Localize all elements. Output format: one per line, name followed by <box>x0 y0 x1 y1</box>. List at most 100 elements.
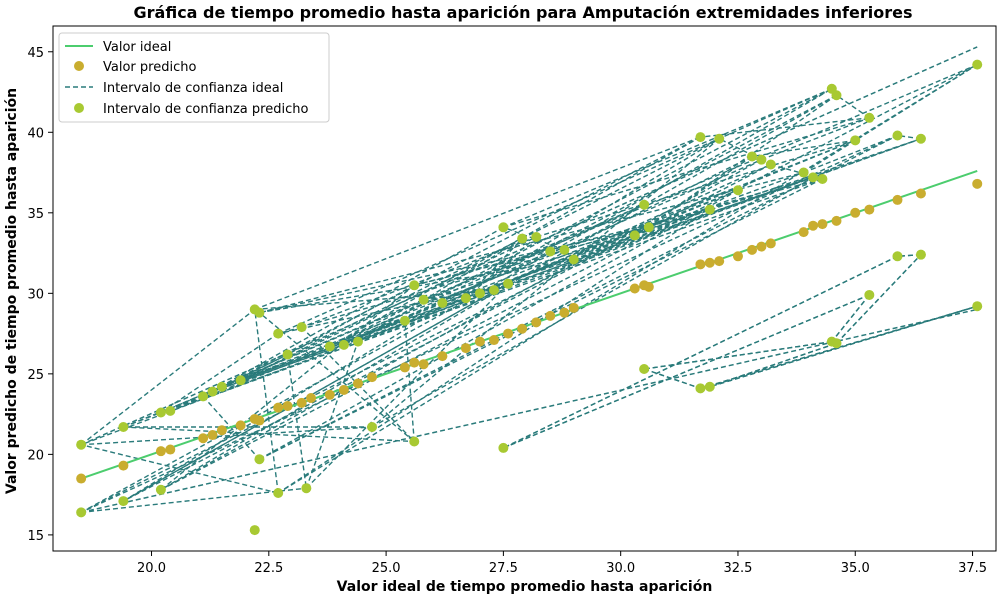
ci-upper-segment <box>80 289 495 446</box>
y-axis-ticks: 15 20 25 30 35 40 45 <box>27 46 53 544</box>
ci-predicted-point <box>155 484 166 495</box>
ideal-line-group <box>80 169 978 480</box>
ci-predicted-point <box>296 322 307 333</box>
ci-upper-segment <box>423 208 711 301</box>
predicted-point <box>798 227 809 238</box>
ci-upper-segment <box>442 258 574 304</box>
ci-predicted-point <box>695 383 706 394</box>
ci-upper-segment <box>80 308 256 446</box>
ci-predicted-point <box>798 167 809 178</box>
predicted-point <box>732 251 743 262</box>
ci-upper-segment <box>160 284 415 491</box>
ci-predicted-point <box>892 130 903 141</box>
ci-predicted-point <box>498 222 509 233</box>
ci-upper-segment <box>277 88 833 335</box>
predicted-point <box>503 328 514 339</box>
ci-upper-segment <box>343 250 551 346</box>
predicted-point <box>418 359 429 370</box>
ci-upper-edge <box>80 46 978 446</box>
ci-upper-segment <box>503 88 833 228</box>
ci-predicted-point <box>704 204 715 215</box>
predicted-point <box>831 215 842 226</box>
ci-lower-segment <box>709 305 978 388</box>
predicted-point <box>254 415 265 426</box>
ci-predicted-point <box>629 230 640 241</box>
predicted-point <box>165 444 176 455</box>
ci-predicted-point <box>732 185 743 196</box>
predicted-point <box>367 372 378 383</box>
ci-predicted-point <box>831 338 842 349</box>
ci-upper-segment <box>634 94 837 236</box>
predicted-point <box>629 283 640 294</box>
ci-predicted-point <box>489 285 500 296</box>
ci-predicted-point <box>559 244 570 255</box>
ci-lower-segment <box>709 342 837 388</box>
ci-predicted-point <box>545 246 556 257</box>
predicted-point <box>409 357 420 368</box>
ci-upper-segment <box>301 176 814 328</box>
legend-box <box>58 32 330 123</box>
ci-predicted-point <box>118 496 129 507</box>
y-tick-label: 20 <box>27 448 44 463</box>
ci-upper-segment <box>751 139 856 158</box>
x-tick-label: 35.0 <box>841 561 870 576</box>
predicted-point <box>399 362 410 373</box>
predicted-point <box>817 219 828 230</box>
ci-predicted-point <box>972 301 983 312</box>
ci-predicted-point <box>273 328 284 339</box>
ci-upper-segment <box>414 250 551 286</box>
ci-upper-segment <box>80 134 898 513</box>
legend-label: Valor predicho <box>103 60 196 75</box>
ci-upper-segment <box>643 94 837 206</box>
ci-predicted-point <box>249 525 260 536</box>
ci-predicted-point <box>409 280 420 291</box>
ci-upper-segment <box>202 226 504 398</box>
ci-predicted-point <box>409 436 420 447</box>
ci-upper-segment <box>278 282 509 335</box>
ci-predicted-point <box>915 249 926 260</box>
predicted-point <box>765 238 776 249</box>
ci-upper-segment <box>240 237 523 381</box>
y-tick-label: 40 <box>27 126 44 141</box>
y-tick-label: 30 <box>27 287 44 302</box>
ci-upper-segment <box>803 64 978 174</box>
ci-predicted-point <box>282 349 293 360</box>
ci-predicted-point <box>714 133 725 144</box>
ci-lower-segment <box>503 294 870 449</box>
ci-upper-segment <box>123 163 772 502</box>
ci-upper-segment <box>123 283 509 502</box>
x-axis-label: Valor ideal de tiempo promedio hasta apa… <box>336 579 713 595</box>
ci-predicted-point <box>831 90 842 101</box>
ci-upper-segment <box>160 64 978 414</box>
ci-predicted-points <box>76 59 983 536</box>
ci-upper-segment <box>803 134 898 174</box>
y-tick-label: 45 <box>27 46 44 61</box>
ci-predicted-point <box>892 251 903 262</box>
predicted-point <box>704 257 715 268</box>
ci-predicted-point <box>864 289 875 300</box>
predicted-point <box>76 473 87 484</box>
predicted-point <box>545 310 556 321</box>
predicted-point <box>338 384 349 395</box>
ci-upper-segment <box>254 309 279 494</box>
ci-upper-segment <box>479 189 739 294</box>
predicted-point <box>850 207 861 218</box>
ci-predicted-point <box>639 199 650 210</box>
predicted-point <box>892 194 903 205</box>
ci-predicted-point <box>399 315 410 326</box>
ci-predicted-point <box>76 507 87 518</box>
y-tick-label: 15 <box>27 529 44 544</box>
y-axis-label: Valor predicho de tiempo promedio hasta … <box>4 87 20 495</box>
legend-label: Valor ideal <box>103 40 171 55</box>
predicted-point <box>324 389 335 400</box>
ci-lower-segment <box>835 254 922 344</box>
legend-point-marker <box>74 61 84 71</box>
ci-predicted-point <box>367 421 378 432</box>
ci-predicted-point <box>765 159 776 170</box>
legend-point-marker <box>74 103 84 113</box>
x-tick-label: 32.5 <box>723 561 752 576</box>
predicted-point <box>207 430 218 441</box>
ci-upper-segment <box>259 258 574 314</box>
